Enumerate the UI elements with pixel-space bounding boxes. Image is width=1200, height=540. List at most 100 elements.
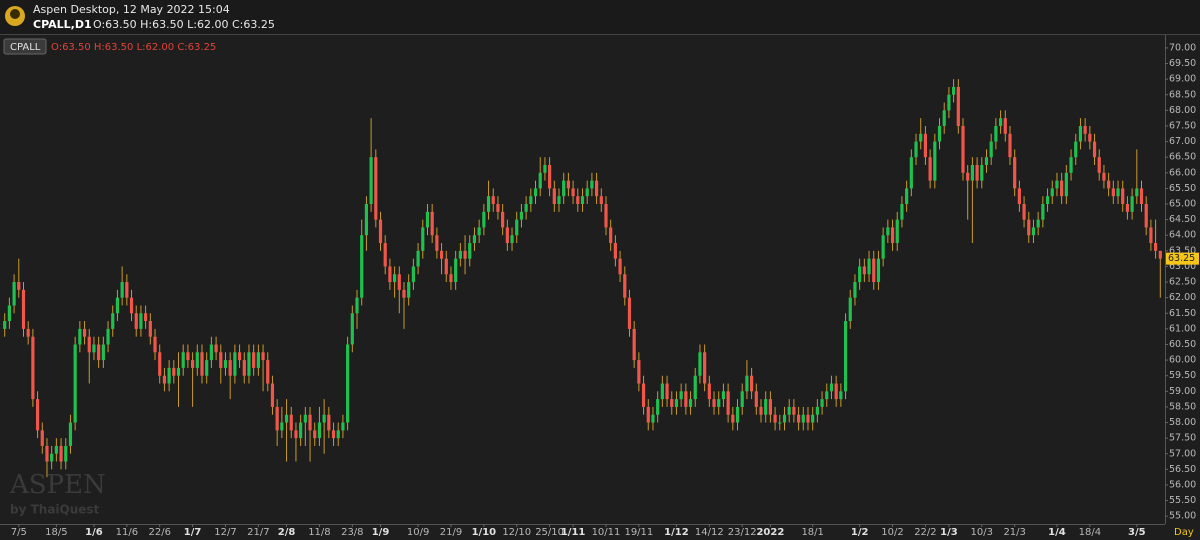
candle-body [566,180,571,189]
y-tick-label: 63.50 [1169,245,1196,256]
x-tick-label: 19/11 [624,527,653,538]
candle-body [228,360,232,376]
candle-body [35,399,40,431]
candle-body [435,235,439,251]
candle-body [862,266,866,275]
candle-body [106,328,110,345]
candle-body [712,399,716,407]
candle-body [458,250,462,259]
candle-body [134,313,138,329]
candle-body [1041,204,1045,220]
candle-body [1111,188,1115,197]
candle-body [970,164,974,181]
candle-body [674,399,679,407]
candle-body [78,328,82,345]
candle-body [374,157,378,220]
candle-body [679,391,683,400]
candle-body [886,227,890,236]
candle-body [176,367,181,376]
last-price-box [1166,252,1199,265]
candle-body [294,430,298,439]
x-tick-label: 1/11 [561,527,586,538]
y-tick-label: 67.50 [1169,120,1196,131]
candle-body [735,406,740,423]
candle-body [439,250,444,259]
candle-body [961,125,965,173]
candle-body [876,258,881,283]
x-tick-label: 1/4 [1048,527,1066,538]
candle-body [909,157,913,189]
x-tick-label: 1/2 [851,527,869,538]
y-tick-label: 55.00 [1169,511,1196,522]
candle-body [247,352,251,376]
candle-body [120,282,124,298]
candle-body [223,360,228,368]
candle-body [937,125,942,142]
candle-body [402,289,406,298]
candle-body [111,313,115,329]
candle-body [144,313,148,322]
x-tick-label: 22/2 [914,527,936,538]
candle-body [825,391,829,400]
x-tick-label: 3/5 [1128,527,1146,538]
candle-body [801,414,805,423]
candle-body [21,289,26,329]
title-bar [0,0,1200,34]
candle-body [975,164,979,181]
candle-body [3,321,7,329]
y-tick-label: 56.00 [1169,479,1196,490]
candle-body [486,196,491,212]
app-title: Aspen Desktop, 12 May 2022 15:04 [33,3,230,16]
candle-body [613,243,617,259]
candle-body [1078,125,1083,142]
candle-body [275,406,279,431]
candle-body [1031,227,1036,236]
header-ohlc: O:63.50 H:63.50 L:62.00 C:63.25 [93,18,275,31]
watermark: ASPEN by ThaiQuest [9,470,106,517]
candle-body [717,399,721,407]
x-tick-label: 21/9 [440,527,462,538]
x-tick-label: 2/8 [278,527,296,538]
candle-body [806,414,810,423]
candle-body [914,141,918,158]
y-tick-label: 66.50 [1169,152,1196,163]
candle-body [341,422,345,431]
candle-body [482,211,486,228]
y-tick-label: 69.00 [1169,74,1196,85]
candle-body [543,164,547,173]
candle-body [519,211,524,220]
candle-body [1017,188,1021,205]
candle-body [721,391,726,400]
candle-body [468,243,472,259]
x-tick-label: 23/8 [341,527,363,538]
candle-body [7,305,11,322]
candle-body [510,235,514,244]
y-tick-label: 59.50 [1169,370,1196,381]
candle-body [632,328,636,361]
candle-body [707,383,711,400]
candle-body [26,328,30,337]
candle-body [1135,188,1139,197]
candle-body [416,250,420,267]
candle-body [284,414,289,423]
candle-body [604,204,608,228]
legend-symbol-box [3,38,47,55]
x-tick-label: 2022 [756,527,784,538]
y-tick-label: 67.00 [1169,136,1196,147]
x-tick-label: 1/9 [372,527,390,538]
x-tick-label: 21/3 [1003,527,1025,538]
candle-body [12,282,16,306]
candle-body [209,344,213,361]
candle-body [820,399,824,407]
x-tick-label: 1/3 [940,527,958,538]
candle-body [947,94,951,111]
candle-body [1102,172,1106,181]
candle-body [425,211,430,228]
candle-body [299,422,303,439]
y-tick-label: 61.00 [1169,323,1196,334]
candle-body [256,352,260,368]
candle-body [463,250,467,259]
candle-body [242,360,246,376]
candle-body [327,414,331,431]
x-tick-label: 1/7 [184,527,202,538]
